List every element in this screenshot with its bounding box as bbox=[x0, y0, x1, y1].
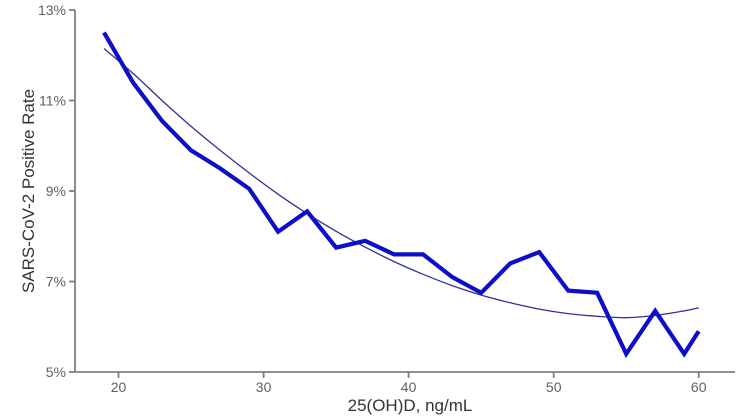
trend-line bbox=[103, 48, 699, 319]
y-tick-label: 7% bbox=[46, 274, 66, 290]
y-tick-label: 5% bbox=[46, 364, 66, 380]
x-tick-label: 40 bbox=[401, 379, 417, 395]
observed-line bbox=[102, 31, 701, 359]
y-tick-label: 9% bbox=[46, 183, 66, 199]
x-tick-label: 50 bbox=[546, 379, 562, 395]
x-tick-label: 30 bbox=[256, 379, 272, 395]
y-tick-label: 11% bbox=[39, 93, 66, 109]
y-axis-title: SARS-CoV-2 Positive Rate bbox=[19, 88, 38, 294]
x-tick-label: 60 bbox=[691, 379, 707, 395]
x-axis-title: 25(OH)D, ng/mL bbox=[347, 396, 473, 415]
x-tick-label: 20 bbox=[111, 379, 127, 395]
y-tick-label: 13% bbox=[38, 2, 66, 18]
